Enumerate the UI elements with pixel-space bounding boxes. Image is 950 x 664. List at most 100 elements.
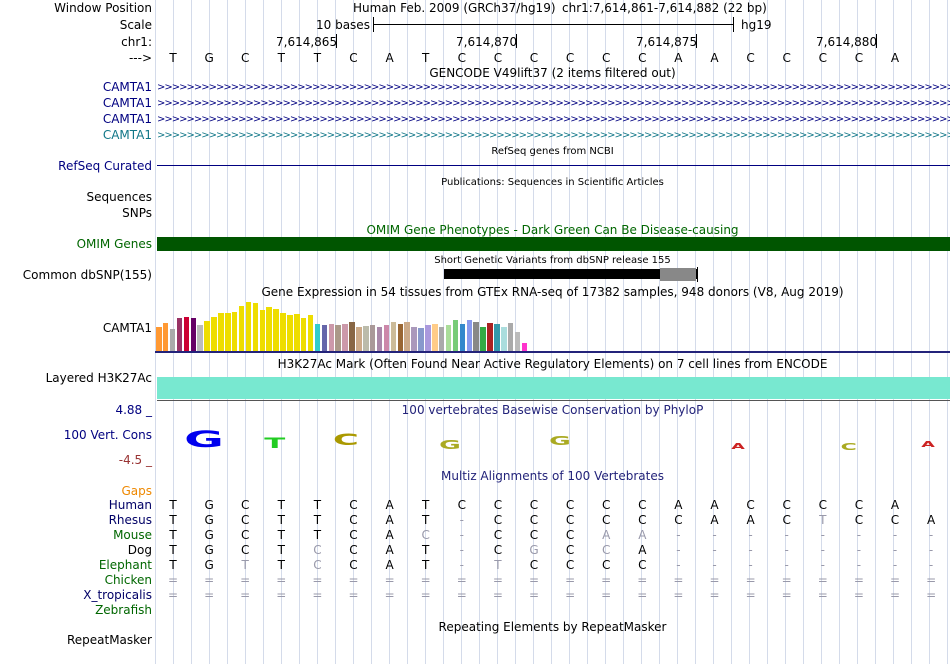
gtex-tissue-bar[interactable] (466, 320, 472, 351)
gtex-tissue-bar[interactable] (287, 315, 293, 351)
h3k27ac-signal[interactable] (157, 377, 950, 399)
camta1-transcript-line[interactable]: >>>>>>>>>>>>>>>>>>>>>>>>>>>>>>>>>>>>>>>>… (157, 100, 950, 108)
alignment-base: C (313, 543, 322, 557)
alignment-base: A (674, 498, 683, 512)
gtex-tissue-bar[interactable] (473, 322, 479, 351)
gtex-tissue-bar[interactable] (225, 313, 231, 351)
dbsnp-variant-highlight[interactable] (660, 268, 696, 281)
alignment-base: A (746, 513, 755, 527)
gtex-tissue-bar[interactable] (218, 313, 224, 351)
gtex-tissue-bar[interactable] (204, 321, 210, 351)
gtex-tissue-bar[interactable] (211, 317, 217, 351)
species-label[interactable]: X_tropicalis (83, 588, 152, 602)
gtex-tissue-bar[interactable] (494, 324, 500, 351)
refseq-gene-line[interactable] (157, 165, 950, 166)
gtex-tissue-bar[interactable] (507, 323, 514, 351)
gtex-tissue-bar[interactable] (363, 326, 369, 351)
gtex-tissue-bar[interactable] (356, 327, 362, 351)
vert-cons-label[interactable]: 100 Vert. Cons (63, 428, 152, 442)
species-label[interactable]: Human (108, 498, 152, 512)
alignment-base: - (892, 558, 898, 572)
gtex-bar-chart[interactable] (156, 300, 556, 351)
coord-tick (696, 34, 697, 48)
gtex-tissue-bar[interactable] (342, 324, 348, 351)
gtex-tissue-bar[interactable] (383, 325, 390, 351)
gtex-tissue-bar[interactable] (480, 327, 486, 351)
gtex-tissue-bar[interactable] (294, 314, 300, 351)
species-label[interactable]: Rhesus (108, 513, 152, 527)
gtex-tissue-bar[interactable] (514, 332, 521, 351)
gtex-tissue-bar[interactable] (197, 325, 203, 351)
gtex-tissue-bar[interactable] (390, 322, 397, 351)
gtex-tissue-bar[interactable] (307, 315, 314, 351)
layered-h3k27ac-label[interactable]: Layered H3K27Ac (45, 371, 152, 385)
gtex-tissue-bar[interactable] (314, 324, 321, 351)
camta1-transcript-label[interactable]: CAMTA1 (102, 96, 152, 110)
gtex-tissue-bar[interactable] (231, 312, 238, 351)
camta1-transcript-line[interactable]: >>>>>>>>>>>>>>>>>>>>>>>>>>>>>>>>>>>>>>>>… (157, 116, 950, 124)
gtex-tissue-bar[interactable] (521, 343, 528, 351)
species-label[interactable]: Chicken (104, 573, 152, 587)
gtex-tissue-bar[interactable] (349, 322, 355, 351)
gtex-tissue-bar[interactable] (425, 325, 431, 351)
gtex-tissue-bar[interactable] (411, 327, 417, 351)
species-label[interactable]: Dog (127, 543, 152, 557)
camta1-transcript-line[interactable]: >>>>>>>>>>>>>>>>>>>>>>>>>>>>>>>>>>>>>>>>… (157, 84, 950, 92)
refseq-curated-label[interactable]: RefSeq Curated (58, 159, 152, 173)
gtex-tissue-bar[interactable] (452, 320, 459, 351)
gtex-tissue-bar[interactable] (273, 309, 279, 351)
alignment-base: = (709, 573, 720, 587)
gtex-tissue-bar[interactable] (397, 324, 403, 351)
alignment-base: - (784, 543, 789, 557)
gtex-tissue-bar[interactable] (259, 310, 265, 351)
gtex-gene-label[interactable]: CAMTA1 (102, 321, 152, 335)
gtex-tissue-bar[interactable] (162, 323, 169, 351)
gtex-tissue-bar[interactable] (432, 324, 438, 351)
gtex-tissue-bar[interactable] (280, 313, 286, 351)
camta1-transcript-label[interactable]: CAMTA1 (102, 112, 152, 126)
gtex-tissue-bar[interactable] (266, 307, 272, 351)
snps-label[interactable]: SNPs (122, 206, 152, 220)
gtex-tissue-bar[interactable] (369, 325, 376, 351)
gtex-tissue-bar[interactable] (418, 328, 424, 351)
gtex-tissue-bar[interactable] (300, 318, 307, 351)
alignment-base: G (204, 498, 214, 512)
gtex-tissue-bar[interactable] (487, 323, 493, 351)
gtex-tissue-bar[interactable] (445, 325, 452, 351)
species-label[interactable]: Zebrafish (95, 603, 152, 617)
species-label[interactable]: Mouse (113, 528, 152, 542)
gtex-tissue-bar[interactable] (321, 325, 328, 351)
gtex-tissue-bar[interactable] (438, 327, 445, 351)
gtex-tissue-bar[interactable] (501, 327, 507, 351)
common-dbsnp-label[interactable]: Common dbSNP(155) (22, 268, 152, 282)
sequences-label[interactable]: Sequences (86, 190, 152, 204)
omim-genes-label[interactable]: OMIM Genes (76, 237, 152, 251)
gtex-tissue-bar[interactable] (183, 317, 190, 351)
gtex-tissue-bar[interactable] (245, 302, 252, 351)
species-label[interactable]: Elephant (98, 558, 152, 572)
gtex-tissue-bar[interactable] (328, 324, 334, 351)
gtex-tissue-bar[interactable] (335, 325, 341, 351)
alignment-base: C (601, 513, 611, 527)
camta1-transcript-line[interactable]: >>>>>>>>>>>>>>>>>>>>>>>>>>>>>>>>>>>>>>>>… (157, 132, 950, 140)
gtex-tissue-bar[interactable] (238, 306, 245, 351)
repeatmasker-label[interactable]: RepeatMasker (66, 633, 152, 647)
omim-gene-bar[interactable] (157, 237, 950, 251)
alignment-base: = (565, 588, 576, 602)
camta1-transcript-label[interactable]: CAMTA1 (102, 128, 152, 142)
gtex-tissue-bar[interactable] (252, 303, 259, 351)
gtex-tissue-bar[interactable] (459, 324, 466, 351)
multiz-alignment[interactable]: Human T G C T T C A T C C C C C C A A C C C C A Rhesus T G C T T C A T… (0, 498, 950, 618)
dbsnp-variant-bar[interactable] (444, 269, 698, 279)
coord-tick (876, 34, 877, 48)
alignment-base: A (890, 498, 900, 512)
gtex-tissue-bar[interactable] (190, 318, 196, 351)
gtex-tissue-bar[interactable] (404, 322, 410, 351)
gtex-tissue-bar[interactable] (169, 329, 176, 351)
gtex-tissue-bar[interactable] (156, 327, 162, 351)
gtex-tissue-bar[interactable] (176, 318, 183, 351)
alignment-base: A (385, 498, 394, 512)
gtex-tissue-bar[interactable] (376, 327, 383, 351)
camta1-transcript-label[interactable]: CAMTA1 (102, 80, 152, 94)
